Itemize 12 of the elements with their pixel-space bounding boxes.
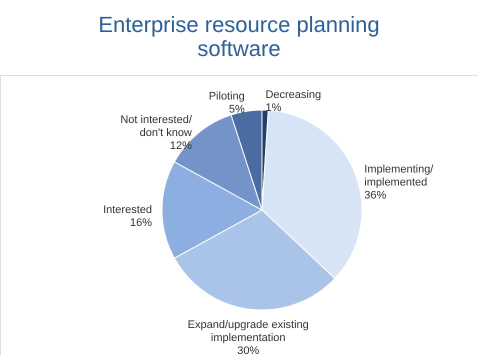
- chart-title: Enterprise resource planning software: [98, 12, 380, 61]
- slice-label: Piloting: [208, 90, 245, 102]
- slice-label: Decreasing: [265, 89, 322, 102]
- data-label: 30%: [237, 345, 260, 358]
- slice-label: Implementing/ implemented: [364, 164, 434, 189]
- slice-label: Not interested/ don't know: [120, 114, 193, 140]
- slice-label: Expand/upgrade existing implementation: [188, 319, 309, 344]
- data-label: 1%: [265, 102, 282, 114]
- data-label: 16%: [130, 217, 152, 229]
- slice-label: Interested: [103, 204, 152, 216]
- data-label: 5%: [228, 103, 246, 116]
- data-label: 36%: [364, 190, 387, 202]
